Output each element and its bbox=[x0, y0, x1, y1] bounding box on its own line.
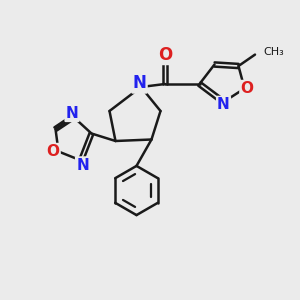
Text: N: N bbox=[76, 158, 89, 172]
Text: N: N bbox=[133, 74, 146, 92]
Text: N: N bbox=[217, 97, 230, 112]
Text: O: O bbox=[240, 81, 254, 96]
Text: O: O bbox=[158, 46, 172, 64]
Text: O: O bbox=[46, 144, 60, 159]
Text: CH₃: CH₃ bbox=[263, 46, 284, 57]
Text: N: N bbox=[66, 106, 78, 121]
